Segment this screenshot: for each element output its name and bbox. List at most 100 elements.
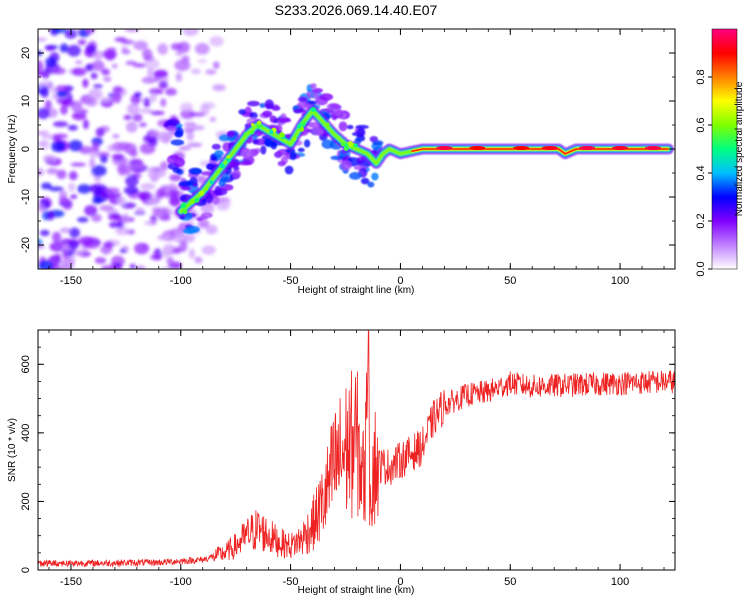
spectrogram-ridge-blob [233, 166, 240, 171]
spectrogram-noise-blob [38, 37, 47, 42]
spectrogram-knot [279, 132, 285, 138]
spectrogram-ridge-blob [285, 148, 296, 154]
spectrogram-knot [226, 155, 231, 159]
spectrogram-ridge-blob [311, 126, 324, 136]
spectrogram-knot [354, 143, 358, 148]
spectrogram-noise-blob [121, 46, 128, 54]
spectrogram-hotspot [612, 146, 629, 151]
spectrogram-noise-blob [140, 183, 156, 190]
spectrogram-ridge-blob [319, 93, 334, 101]
spectrogram-ridge-blob [211, 143, 221, 150]
spectrogram-noise-blob [52, 136, 62, 142]
spectrogram-noise-blob [141, 76, 157, 84]
spectrogram-knot [343, 146, 349, 151]
spectrogram-noise-blob [41, 68, 50, 80]
spectrogram-ridge-blob [284, 165, 294, 175]
spectrogram-knot [204, 186, 209, 191]
spectrogram-ridge-blob [349, 171, 362, 180]
spectrogram-noise-blob [205, 224, 218, 235]
spectrogram-knot [180, 203, 186, 209]
spectrogram-noise-blob [148, 88, 164, 95]
spectrogram-noise-blob [69, 227, 80, 238]
snr-xtick-label: -100 [170, 576, 192, 588]
snr-ylabel: SNR (10 * v/v) [7, 418, 18, 482]
spectrogram-noise-blob [194, 43, 210, 55]
spectrogram-noise-blob [197, 219, 210, 229]
spectrogram-ridge-blob [277, 160, 286, 167]
spectrogram-ridge-blob [238, 109, 247, 115]
spectrogram-ridge-blob [166, 155, 176, 165]
spectrogram-ridge-blob [165, 125, 177, 132]
spectrogram-ridge-blob [355, 124, 370, 130]
spectrogram-noise-blob [212, 84, 226, 92]
colorbar-ticks: 0.0 0.2 0.4 0.6 0.8 [695, 69, 712, 277]
spectrogram-ridge-blob [213, 188, 228, 196]
spectrogram-noise-blob [99, 204, 114, 212]
spectrogram-ytick-label: 20 [20, 47, 32, 59]
spectrogram-knot [326, 122, 330, 127]
spectrogram-noise-blob [111, 141, 126, 152]
spectrogram-knot [347, 141, 353, 147]
spectrogram-noise-blob [120, 39, 135, 45]
spectrogram-noise-blob [213, 61, 220, 69]
spectrogram-noise-blob [111, 63, 118, 69]
spectrogram-noise-blob [41, 182, 52, 190]
spectrogram-noise-blob [78, 236, 95, 246]
spectrogram-noise-blob [38, 203, 45, 213]
spectrogram-noise-blob [68, 140, 83, 152]
spectrogram-noise-blob [45, 56, 57, 67]
spectrogram-ridge-blob [180, 186, 192, 191]
spectrogram-noise-blob [191, 125, 205, 131]
spectrogram-noise-blob [38, 168, 45, 177]
spectrogram-noise-blob [150, 110, 165, 116]
spectrogram-noise-blob [209, 116, 217, 122]
snr-xtick-label: -150 [60, 576, 82, 588]
spectrogram-noise-blob [112, 134, 120, 139]
spectrogram-ytick-label: 10 [20, 95, 32, 107]
spectrogram-noise-blob [105, 51, 113, 61]
spectrogram-noise-blob [67, 182, 76, 192]
spectrogram-ridge-blob [303, 139, 311, 148]
spectrogram-ridge-blob [310, 83, 317, 89]
spectrogram-noise-blob [48, 186, 64, 192]
spectrogram-noise-blob [93, 84, 103, 89]
spectrogram-noise-blob [159, 161, 169, 171]
spectrogram-noise-blob [91, 60, 105, 72]
spectrogram-ridge-blob [214, 149, 224, 158]
spectrogram-noise-blob [39, 229, 50, 237]
spectrogram-noise-blob [103, 76, 112, 82]
spectrogram-ridge-blob [277, 118, 292, 123]
spectrogram-noise-blob [125, 60, 137, 66]
spectrogram-noise-blob [71, 100, 83, 113]
spectrogram-knot [250, 130, 254, 135]
spectrogram-noise-blob [111, 153, 125, 161]
spectrogram-ridge-blob [293, 108, 304, 114]
spectrogram-ytick-label: -10 [20, 189, 32, 205]
spectrogram-noise-blob [46, 167, 59, 175]
spectrogram-noise-blob [117, 163, 133, 174]
spectrogram-knot [189, 198, 195, 204]
spectrogram-knot [269, 130, 274, 135]
spectrogram-noise-blob [66, 44, 81, 57]
spectrogram-knot [243, 132, 248, 136]
spectrogram-noise-blob [62, 249, 69, 261]
spectrogram-knot [313, 112, 318, 116]
spectrogram-knot [198, 190, 205, 196]
spectrogram-noise-blob [60, 257, 75, 269]
spectrogram-ridge-blob [356, 156, 365, 164]
spectrogram-noise-blob [121, 213, 130, 225]
spectrogram-ridge-blob [212, 196, 220, 205]
colorbar-label: Normalized spectral amplitude [734, 81, 745, 216]
spectrogram-knot [292, 136, 297, 142]
snr-xtick-label: 0 [397, 576, 403, 588]
spectrogram-ridge-blob [297, 96, 308, 103]
spectrogram-noise-blob [82, 119, 89, 130]
spectrogram-noise-blob [124, 29, 140, 33]
spectrogram-ridge-blob [263, 138, 273, 147]
spectrogram-ridge-blob [170, 139, 185, 146]
spectrogram-ridge-blob [312, 91, 320, 99]
spectrogram-xtick-label: -150 [60, 275, 82, 287]
spectrogram-ridge-blob [226, 130, 235, 138]
spectrogram-noise-blob [75, 60, 83, 65]
